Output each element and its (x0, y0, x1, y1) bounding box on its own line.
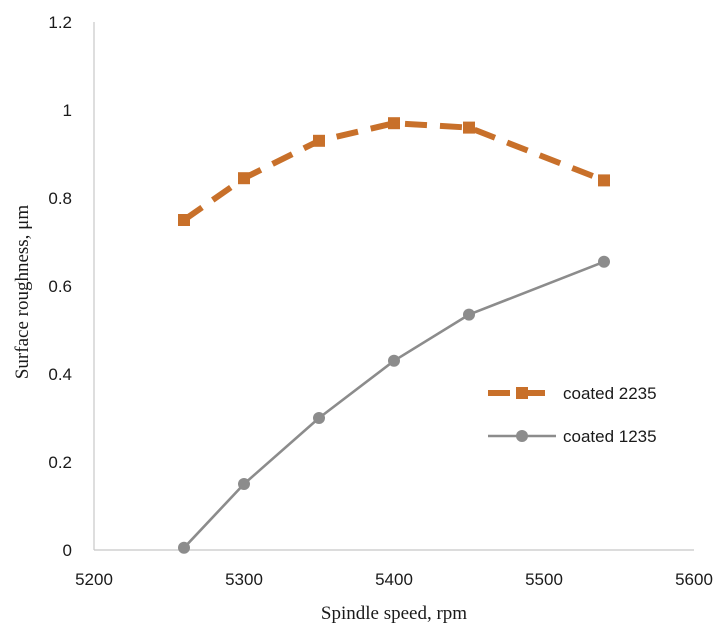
legend-marker (516, 387, 528, 399)
y-tick-label: 0.8 (48, 189, 72, 208)
y-tick-label: 1 (63, 101, 72, 120)
legend-item: coated 1235 (488, 427, 657, 446)
data-point (388, 354, 400, 367)
data-point (313, 134, 325, 147)
x-tick-label: 5400 (375, 570, 413, 589)
series-2 (178, 255, 610, 554)
legend-marker (516, 430, 528, 442)
data-point (598, 255, 610, 268)
data-point (178, 214, 190, 226)
series-line (183, 260, 605, 549)
data-point (598, 174, 610, 187)
series-1 (178, 117, 610, 226)
x-axis-title: Spindle speed, rpm (321, 603, 467, 624)
legend-item: coated 2235 (488, 384, 657, 403)
data-point (388, 117, 400, 130)
y-tick-label: 1.2 (48, 13, 72, 32)
data-point (463, 121, 475, 134)
axes (93, 22, 694, 551)
series-line (182, 120, 606, 223)
y-tick-labels: 0 0.2 0.4 0.6 0.8 1 1.2 (48, 13, 72, 560)
data-point (178, 541, 190, 554)
data-point (463, 308, 475, 321)
legend: coated 2235 coated 1235 (488, 384, 657, 446)
data-point (238, 478, 250, 490)
data-point (238, 172, 250, 185)
legend-label: coated 1235 (563, 427, 657, 446)
data-point (313, 412, 325, 424)
x-tick-labels: 5200 5300 5400 5500 5600 (75, 570, 713, 589)
y-axis-title: Surface roughness, μm (12, 205, 33, 380)
y-tick-label: 0.6 (48, 277, 72, 296)
plot-series (178, 117, 610, 554)
x-tick-label: 5600 (675, 570, 713, 589)
y-tick-label: 0.4 (48, 365, 72, 384)
y-tick-label: 0 (63, 541, 72, 560)
y-tick-label: 0.2 (48, 453, 72, 472)
x-tick-label: 5200 (75, 570, 113, 589)
legend-label: coated 2235 (563, 384, 657, 403)
x-tick-label: 5500 (525, 570, 563, 589)
x-tick-label: 5300 (225, 570, 263, 589)
